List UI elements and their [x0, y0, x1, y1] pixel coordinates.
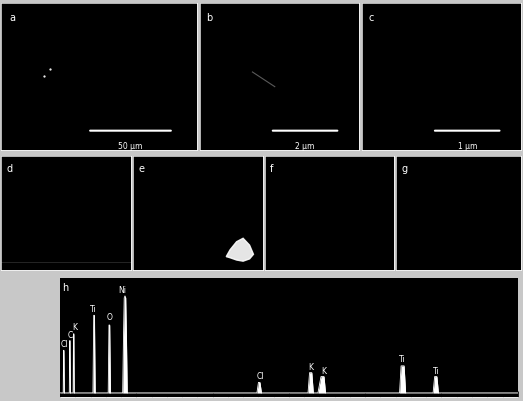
Text: Ti: Ti [90, 305, 97, 314]
Text: K: K [72, 322, 77, 331]
Text: Ti: Ti [433, 366, 439, 375]
Text: Ni Ka1: Ni Ka1 [318, 284, 341, 290]
Text: Cl: Cl [60, 340, 67, 348]
Text: c: c [368, 13, 373, 23]
Text: Ti: Ti [399, 354, 405, 363]
Text: K: K [321, 366, 326, 375]
Text: C: C [67, 330, 73, 339]
Text: Cl: Cl [256, 372, 264, 381]
Text: 50 μm: 50 μm [118, 142, 143, 150]
Text: 1 μm: 1 μm [458, 142, 477, 150]
Text: b: b [206, 13, 212, 23]
Text: Ti Ka1: Ti Ka1 [448, 284, 470, 290]
Text: h: h [62, 282, 69, 292]
Text: f: f [270, 163, 273, 173]
Text: Ni: Ni [119, 285, 127, 294]
Text: g: g [402, 163, 407, 173]
Text: O Ka1: O Ka1 [187, 284, 208, 290]
Text: K: K [308, 362, 313, 371]
Polygon shape [226, 239, 254, 261]
Text: a: a [9, 13, 15, 23]
Text: 2 μm: 2 μm [295, 142, 315, 150]
Text: d: d [6, 163, 13, 173]
Text: O: O [107, 312, 112, 321]
Text: e: e [138, 163, 144, 173]
